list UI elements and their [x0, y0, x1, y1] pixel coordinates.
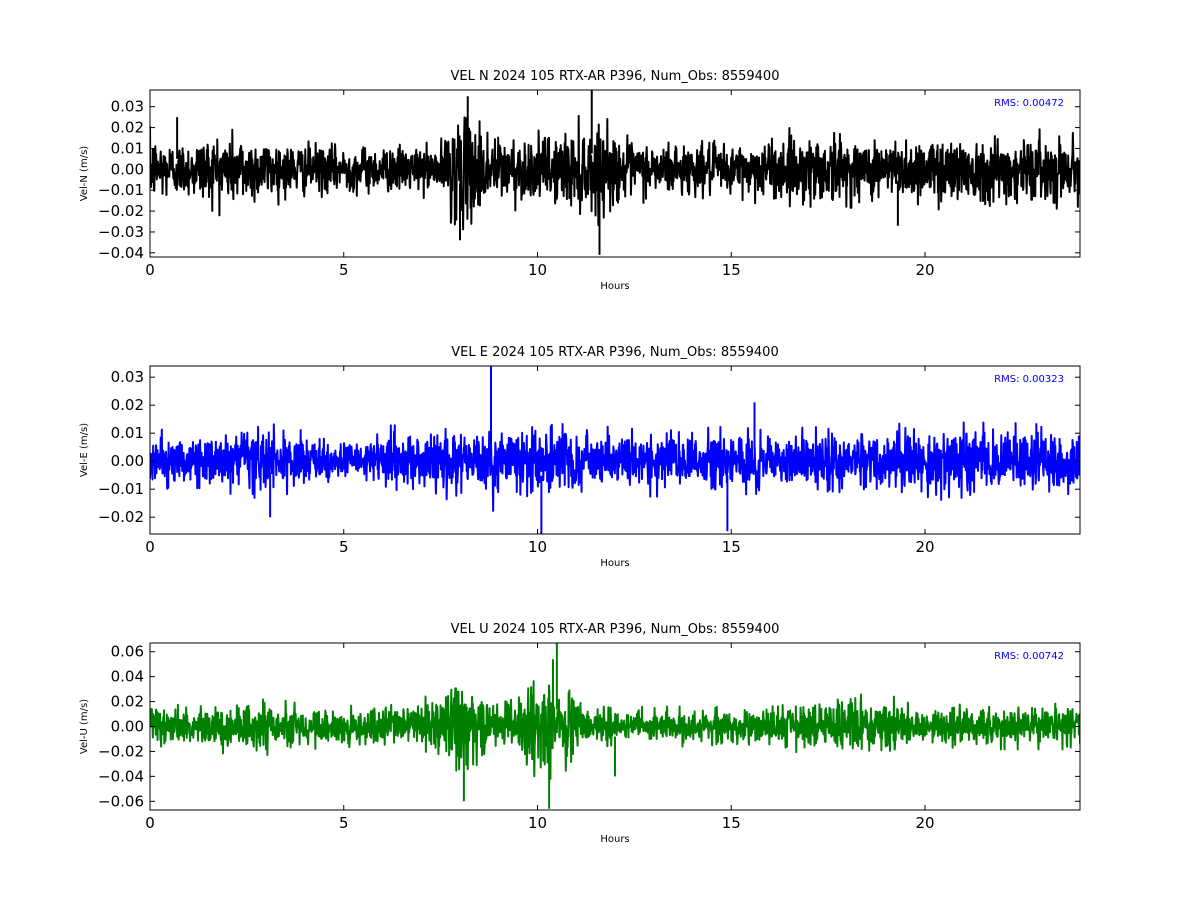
- y-axis-label: Vel-N (m/s): [79, 146, 90, 201]
- x-tick-label: 10: [528, 261, 547, 279]
- y-axis-label: Vel-U (m/s): [79, 699, 90, 754]
- y-tick-label: −0.02: [98, 508, 144, 526]
- x-tick-label: 10: [528, 814, 547, 832]
- x-tick-label: 20: [915, 814, 934, 832]
- y-tick-label: −0.04: [98, 767, 144, 785]
- y-tick-label: 0.02: [111, 396, 144, 414]
- y-tick-label: 0.03: [111, 368, 144, 386]
- x-tick-label: 20: [915, 261, 934, 279]
- chart-title: VEL U 2024 105 RTX-AR P396, Num_Obs: 855…: [451, 622, 780, 637]
- y-tick-label: −0.02: [98, 742, 144, 760]
- x-tick-label: 5: [339, 261, 349, 279]
- y-tick-label: 0.02: [111, 693, 144, 711]
- y-tick-label: 0.00: [111, 718, 144, 736]
- x-tick-label: 20: [915, 538, 934, 556]
- rms-annotation: RMS: 0.00472: [994, 98, 1064, 109]
- y-tick-label: 0.01: [111, 424, 144, 442]
- y-tick-label: 0.00: [111, 452, 144, 470]
- x-axis-label: Hours: [600, 281, 629, 292]
- x-tick-label: 0: [145, 814, 155, 832]
- x-axis-label: Hours: [600, 834, 629, 845]
- y-axis-label: Vel-E (m/s): [79, 423, 90, 477]
- x-tick-label: 0: [145, 538, 155, 556]
- x-tick-label: 10: [528, 538, 547, 556]
- y-tick-label: 0.06: [111, 643, 144, 661]
- x-tick-label: 15: [722, 814, 741, 832]
- chart-panel-2: 0 5 10 15 20 −0.02 −0.01 0.00 0.01 0.02 0.03 VEL E …: [79, 345, 1081, 569]
- x-tick-label: 15: [722, 538, 741, 556]
- rms-annotation: RMS: 0.00742: [994, 651, 1064, 662]
- y-tick-label: −0.06: [98, 792, 144, 810]
- data-series-line: [150, 643, 1080, 809]
- x-tick-label: 15: [722, 261, 741, 279]
- data-series-line: [150, 90, 1080, 255]
- y-tick-label: 0.01: [111, 139, 144, 157]
- y-tick-label: −0.03: [98, 223, 144, 241]
- chart-panel-1: 0 5 10 15 20 −0.04 −0.03 −0.02 −0.01 0.00 0.01 0.02…: [79, 69, 1081, 292]
- axes-frame: [149, 89, 1081, 258]
- rms-annotation: RMS: 0.00323: [994, 374, 1064, 385]
- y-tick-label: −0.02: [98, 202, 144, 220]
- y-tick-label: 0.03: [111, 98, 144, 116]
- axes-frame: [149, 365, 1081, 535]
- y-tick-label: 0.00: [111, 160, 144, 178]
- chart-panel-3: 0 5 10 15 20 −0.06 −0.04 −0.02 0.00 0.02 0.04 0.06 V…: [79, 622, 1081, 845]
- chart-title: VEL N 2024 105 RTX-AR P396, Num_Obs: 855…: [451, 69, 780, 84]
- y-tick-label: −0.01: [98, 181, 144, 199]
- x-tick-label: 0: [145, 261, 155, 279]
- y-tick-label: −0.04: [98, 244, 144, 262]
- x-axis-label: Hours: [600, 558, 629, 569]
- x-tick-label: 5: [339, 814, 349, 832]
- chart-title: VEL E 2024 105 RTX-AR P396, Num_Obs: 855…: [451, 345, 778, 360]
- y-tick-label: 0.04: [111, 668, 144, 686]
- y-tick-label: 0.02: [111, 119, 144, 137]
- y-tick-label: −0.01: [98, 480, 144, 498]
- x-tick-label: 5: [339, 538, 349, 556]
- data-series-line: [150, 366, 1080, 534]
